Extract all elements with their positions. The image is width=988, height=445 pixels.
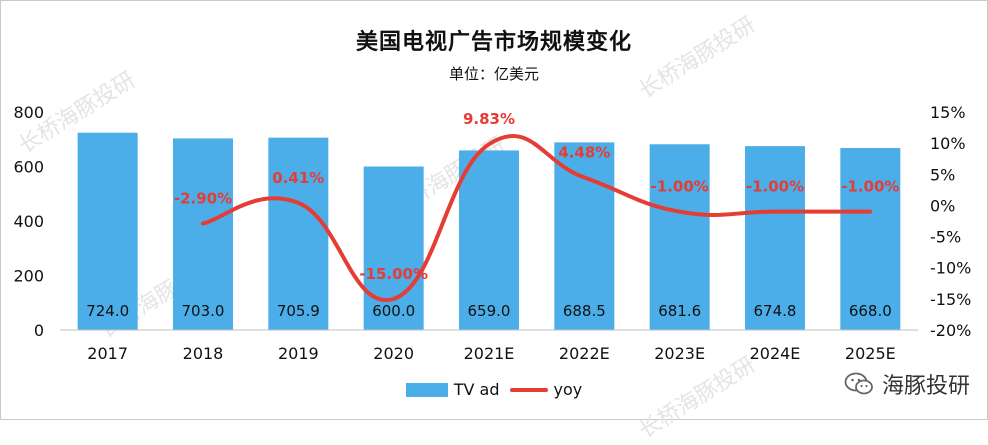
y-right-tick-label: 0% [930,196,955,215]
x-tick-label: 2023E [654,344,705,363]
bar-value-label: 600.0 [372,302,415,320]
bar-value-label: 674.8 [754,302,797,320]
bar-tv-ad [840,147,901,330]
bar-value-label: 688.5 [563,302,606,320]
y-left-tick-label: 400 [13,212,44,231]
yoy-value-label: 4.48% [558,144,610,162]
y-right-tick-label: -5% [930,228,961,247]
chart-subtitle: 单位：亿美元 [448,65,539,83]
bar-value-label: 659.0 [468,302,511,320]
x-tick-label: 2025E [845,344,896,363]
bar-value-label: 724.0 [86,302,129,320]
yoy-value-label: -1.00% [651,178,709,196]
bar-value-label: 705.9 [277,302,320,320]
yoy-value-label: -2.90% [174,189,232,207]
bar-tv-ad [459,150,519,330]
bar-tv-ad [649,144,710,330]
y-left-tick-label: 200 [13,267,44,286]
x-tick-label: 2017 [87,344,128,363]
legend-swatch-bar [405,382,448,397]
bar-value-label: 668.0 [849,302,892,320]
x-tick-label: 2021E [464,344,515,363]
legend-label-tv-ad: TV ad [453,380,500,399]
bar-value-label: 681.6 [658,302,701,320]
chart-plot: 724.0 703.0 705.9 600.0 659.0 688.5 681.6 674.8… [13,103,971,363]
legend-swatch-line [509,387,548,392]
yoy-value-label: -1.00% [746,178,804,196]
x-tick-label: 2019 [278,344,319,363]
bar-tv-ad [745,146,805,330]
x-tick-label: 2024E [750,344,801,363]
labels-layer: 724.0 703.0 705.9 600.0 659.0 688.5 681.6 674.8… [86,110,899,320]
line-yoy [201,134,873,303]
yoy-value-label: -15.00% [359,265,428,283]
y-right-tick-label: 10% [930,134,966,153]
yoy-value-label: -1.00% [841,178,899,196]
x-tick-label: 2018 [183,344,224,363]
legend-label-yoy: yoy [553,380,583,399]
y-left-tick-label: 600 [13,158,44,177]
line-layer [201,134,873,303]
y-right-tick-label: 5% [930,165,955,184]
bars-layer [77,132,901,330]
y-right-tick-label: -20% [930,321,971,340]
wechat-icon [844,372,873,395]
x-tick-label: 2020 [373,344,414,363]
legend-item-tv-ad: TV ad [405,380,500,399]
bar-tv-ad [77,132,138,330]
yoy-value-label: 9.83% [463,110,515,128]
y-right-tick-label: -10% [930,259,971,278]
bar-value-label: 703.0 [182,302,225,320]
yoy-value-label: 0.41% [272,169,324,187]
x-tick-label: 2022E [559,344,610,363]
y-left-tick-label: 800 [13,103,44,122]
y-right-tick-label: 15% [930,103,966,122]
y-left-tick-label: 0 [34,321,44,340]
bar-tv-ad [173,138,233,330]
legend-item-yoy: yoy [509,380,583,399]
bar-tv-ad [363,166,424,330]
bar-tv-ad [268,137,329,330]
brand-mark: 海豚投研 [844,368,970,400]
bar-tv-ad [554,142,615,330]
chart-legend: TV ad yoy [0,380,988,399]
axis-layer: 0 200 400 600 800 -20% -15% -10% -5% 0% 5% 10% 15% 20… [13,103,971,363]
brand-name: 海豚投研 [881,374,970,399]
chart-title: 美国电视广告市场规模变化 [355,30,632,55]
y-right-tick-label: -15% [930,290,971,309]
